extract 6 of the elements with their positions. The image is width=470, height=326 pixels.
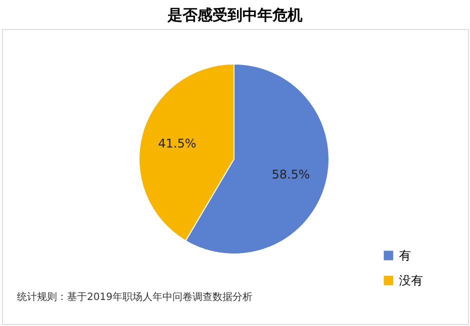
data-label: 58.5% — [272, 168, 310, 182]
chart-title: 是否感受到中年危机 — [166, 6, 302, 24]
text: 统计规则：基于2019年职场人年中问卷调查数据分析 — [17, 291, 252, 303]
legend-label: 没有 — [399, 274, 423, 288]
data-label: 41.5% — [158, 136, 196, 150]
legend-label: 有 — [399, 248, 411, 262]
